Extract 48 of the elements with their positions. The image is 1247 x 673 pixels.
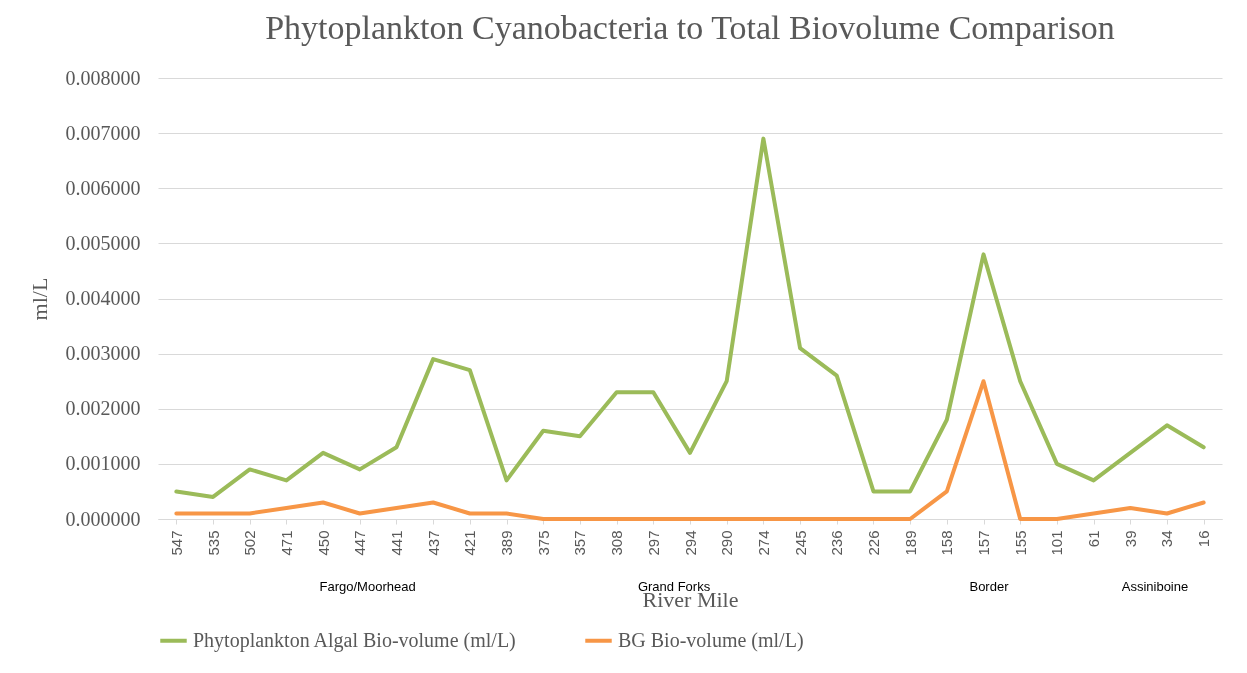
y-axis-title: ml/L (26, 277, 52, 321)
line-series (174, 136, 1206, 499)
x-tick-label: 61 (1085, 530, 1103, 548)
y-tick-label: 0.001000 (65, 452, 141, 475)
chart-title: Phytoplankton Cyanobacteria to Total Biovolume Comparison (265, 9, 1115, 46)
y-tick-label: 0.000000 (65, 507, 141, 530)
x-tick-label: 189 (901, 530, 919, 556)
x-tick-label: 236 (828, 530, 846, 556)
x-tick-label: 290 (718, 530, 736, 556)
x-tick-label: 308 (608, 530, 626, 556)
line-series (174, 379, 1206, 521)
text: Border (969, 579, 1010, 594)
text: Assiniboine (1121, 579, 1189, 594)
x-tick-label: 375 (534, 530, 552, 556)
text: Fargo/Moorhead (319, 579, 416, 594)
y-tick-label: 0.005000 (65, 231, 141, 254)
legend-label: BG Bio-volume (ml/L) (618, 628, 804, 652)
x-tick-label: 437 (424, 530, 442, 556)
x-tick-label: 421 (461, 530, 479, 556)
x-tick-label: 34 (1158, 530, 1176, 548)
legend-label: Phytoplankton Algal Bio-volume (ml/L) (193, 628, 516, 652)
x-tick-label: 471 (277, 530, 295, 556)
x-tick-label: 297 (644, 530, 662, 556)
y-tick-label: 0.003000 (65, 342, 141, 365)
x-tick-label: 547 (167, 530, 185, 556)
x-tick-label: 441 (387, 530, 405, 556)
x-tick-label: 16 (1195, 530, 1213, 548)
x-tick-label: 447 (351, 530, 369, 556)
x-tick-label: 357 (571, 530, 589, 556)
x-tick-label: 502 (241, 530, 259, 556)
x-tick-label: 535 (204, 530, 222, 556)
x-tick-label: 226 (864, 530, 882, 556)
x-tick-label: 294 (681, 530, 699, 556)
y-tick-label: 0.006000 (65, 176, 141, 199)
x-tick-label: 157 (975, 530, 993, 556)
x-tick-label: 39 (1121, 530, 1139, 548)
x-tick-label: 101 (1048, 530, 1066, 556)
x-tick-label: 274 (754, 530, 772, 556)
text: Grand Forks (637, 579, 711, 594)
x-tick-label: 389 (498, 530, 516, 556)
y-tick-label: 0.002000 (65, 397, 141, 420)
y-tick-label: 0.007000 (65, 121, 141, 144)
x-tick-label: 155 (1011, 530, 1029, 556)
y-tick-label: 0.008000 (65, 66, 141, 89)
x-tick-label: 158 (938, 530, 956, 556)
x-tick-label: 450 (314, 530, 332, 556)
x-tick-label: 245 (791, 530, 809, 556)
y-tick-label: 0.004000 (65, 287, 141, 309)
